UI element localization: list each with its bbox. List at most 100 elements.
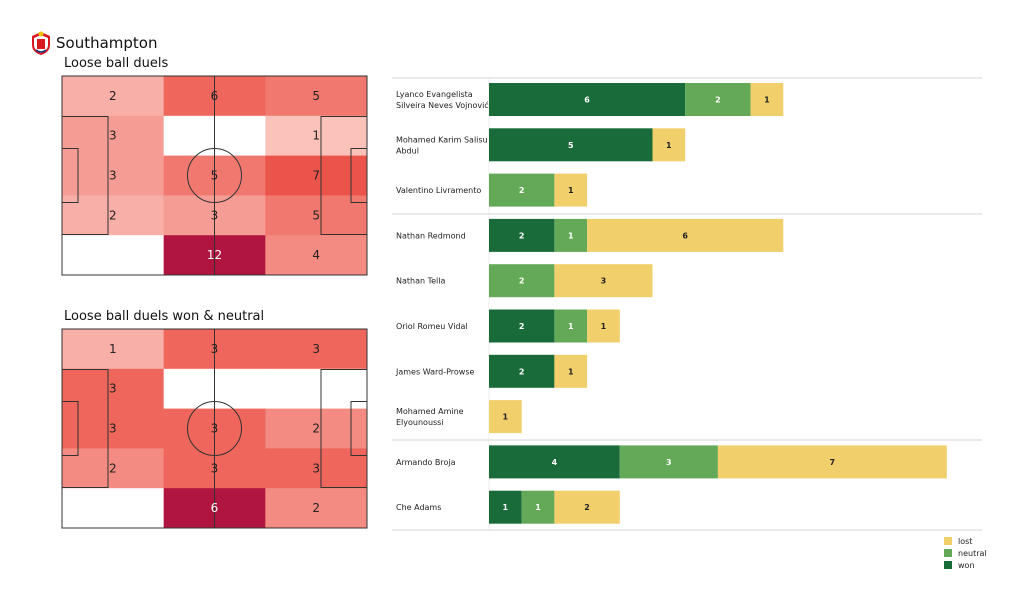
legend-item-lost: lost [944, 535, 987, 547]
bar-lost-4 [554, 264, 653, 298]
bar-lost-0 [750, 83, 784, 116]
bar-label-neutral-3: 1 [568, 231, 574, 240]
heatmap-cell-r4-c0 [62, 235, 165, 276]
bar-label-won-0: 6 [584, 96, 590, 105]
southampton-crest-icon [32, 31, 50, 55]
heatmap-cell-r1-c2 [265, 368, 368, 410]
heatmap-value-r4-c2: 4 [312, 248, 320, 262]
heatmap-value-r0-c0: 1 [109, 342, 117, 356]
bar-lost-9 [554, 490, 620, 524]
heatmap-value-r2-c1: 5 [211, 169, 219, 183]
bar-won-6 [489, 354, 555, 388]
player-label-2: Valentino Livramento [396, 186, 481, 195]
player-label-4: Nathan Tella [396, 277, 446, 286]
bar-lost-6 [554, 354, 588, 388]
bar-lost-3 [587, 218, 784, 252]
heatmap-value-r3-c2: 3 [312, 461, 320, 475]
legend-label-neutral: neutral [958, 548, 987, 558]
bar-label-lost-7: 1 [503, 413, 509, 422]
heatmap-value-r4-c1: 12 [207, 248, 222, 262]
bar-label-lost-9: 2 [584, 503, 590, 512]
bar-won-5 [489, 309, 555, 343]
heatmap-cell-r2-c0 [62, 408, 165, 449]
heatmap-value-r2-c0: 3 [109, 422, 117, 436]
player-label-6: James Ward-Prowse [395, 367, 475, 376]
legend-swatch-won [944, 561, 952, 569]
heatmap-cell-r1-c0 [62, 368, 165, 410]
player-duels-bar-chart: Lyanco Evangelista Silveira Neves Vojnovi… [392, 77, 982, 531]
pitch-lines [61, 328, 368, 529]
bar-won-8 [489, 445, 620, 479]
legend-label-won: won [958, 560, 975, 570]
bar-label-lost-8: 7 [830, 458, 836, 467]
heatmap-value-r1-c0: 3 [109, 129, 117, 143]
player-label-5: Oriol Romeu Vidal [396, 322, 468, 331]
bar-label-won-8: 4 [552, 458, 558, 467]
heatmap-value-r3-c1: 3 [211, 461, 219, 475]
bar-won-9 [489, 490, 522, 524]
bar-neutral-8 [619, 445, 718, 479]
bar-lost-5 [587, 309, 620, 343]
bar-label-lost-3: 6 [682, 231, 688, 240]
bar-label-won-3: 2 [519, 231, 525, 240]
bar-neutral-3 [554, 218, 588, 252]
bar-neutral-4 [489, 264, 555, 298]
heatmap-value-r0-c2: 3 [312, 342, 320, 356]
bar-neutral-2 [489, 173, 555, 207]
player-label-1: Mohamed Karim Salisu Abdul [396, 135, 488, 155]
heatmap-cell-r4-c0 [62, 488, 165, 529]
bar-lost-8 [717, 445, 947, 479]
team-header: Southampton [30, 30, 157, 56]
heatmap-cell-r2-c2 [265, 155, 368, 196]
bar-lost-2 [554, 173, 588, 207]
bar-label-neutral-9: 1 [535, 503, 541, 512]
bar-label-lost-0: 1 [764, 96, 770, 105]
heatmap-cell-r3-c0 [62, 195, 165, 236]
heatmap-cell-r2-c2 [265, 408, 368, 449]
bar-lost-7 [489, 400, 522, 434]
chart-legend: lost neutral won [944, 535, 987, 571]
legend-swatch-neutral [944, 549, 952, 557]
heatmap-value-r2-c2: 7 [312, 169, 320, 183]
bar-label-lost-4: 3 [601, 277, 607, 286]
heatmap-cell-r3-c2 [265, 448, 368, 489]
bar-label-neutral-4: 2 [519, 277, 525, 286]
heatmap-value-r0-c1: 6 [211, 89, 219, 103]
bar-label-lost-6: 1 [568, 367, 574, 376]
pitch-lines [61, 75, 368, 276]
legend-item-won: won [944, 559, 987, 571]
bar-label-lost-2: 1 [568, 186, 574, 195]
heatmap-cell-r3-c0 [62, 448, 165, 489]
player-label-9: Che Adams [396, 503, 441, 512]
heatmap-value-r2-c1: 3 [211, 422, 219, 436]
bar-won-3 [489, 218, 555, 252]
bar-label-lost-1: 1 [666, 141, 672, 150]
heatmap-value-r1-c2: 1 [312, 129, 320, 143]
heatmap-cell-r2-c0 [62, 155, 165, 196]
bar-won-0 [489, 83, 686, 116]
heatmap-value-r3-c0: 2 [109, 461, 117, 475]
heatmap-cell-r3-c2 [265, 195, 368, 236]
heatmap-cell-r1-c2 [265, 115, 368, 157]
player-label-3: Nathan Redmond [396, 231, 466, 240]
bar-label-neutral-2: 2 [519, 186, 525, 195]
bar-neutral-9 [521, 490, 555, 524]
heatmap-value-r2-c0: 3 [109, 169, 117, 183]
heatmap-value-r3-c2: 5 [312, 208, 320, 222]
bar-label-won-9: 1 [503, 503, 509, 512]
heatmap-value-r3-c1: 3 [211, 208, 219, 222]
player-label-0: Lyanco Evangelista Silveira Neves Vojnovi… [396, 90, 489, 110]
bar-label-neutral-8: 3 [666, 458, 672, 467]
heatmap-value-r3-c0: 2 [109, 208, 117, 222]
heatmap-cell-r0-c0 [62, 76, 165, 117]
legend-swatch-lost [944, 537, 952, 545]
heatmap-value-r4-c1: 6 [211, 501, 219, 515]
heatmap-value-r1-c0: 3 [109, 382, 117, 396]
pitch-heatmap-loose-ball-duels: 2 6 5 3 1 3 5 7 2 3 5 12 4 [61, 75, 368, 276]
player-label-8: Armando Broja [396, 458, 456, 467]
heatmap-title-won-neutral: Loose ball duels won & neutral [64, 309, 265, 324]
heatmap-cell-r1-c0 [62, 115, 165, 157]
legend-label-lost: lost [958, 536, 973, 546]
heatmap-value-r0-c0: 2 [109, 89, 117, 103]
heatmap-value-r4-c2: 2 [312, 501, 320, 515]
